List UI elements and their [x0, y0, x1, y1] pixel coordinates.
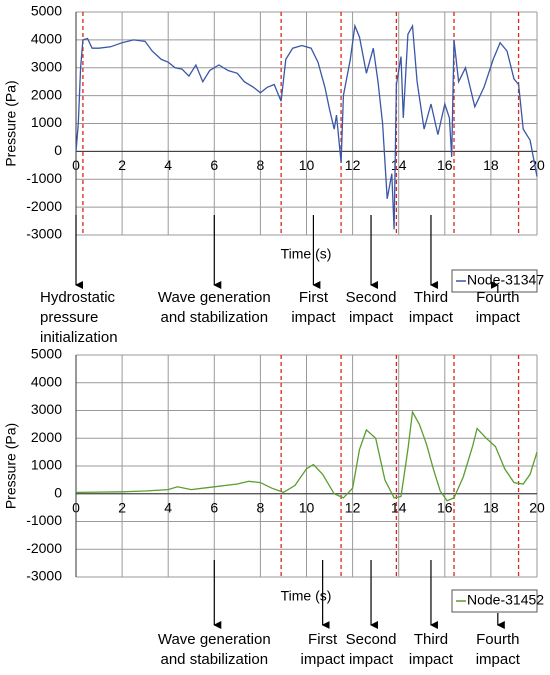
annotation-label: First [308, 631, 338, 648]
annotation-label: impact [349, 309, 394, 326]
x-tick-label: 10 [299, 157, 315, 173]
annotation-label: impact [349, 651, 394, 668]
x-tick-label: 10 [299, 499, 315, 515]
annotation-label: Second [346, 289, 397, 306]
x-tick-label: 20 [529, 157, 545, 173]
annotation-label: pressure [40, 309, 98, 326]
x-tick-label: 8 [257, 157, 265, 173]
annotation-label: Fourth [476, 289, 519, 306]
legend-label: Node-31347 [467, 272, 544, 288]
y-tick-label: 5000 [31, 3, 62, 19]
legend-box [451, 589, 538, 613]
y-tick-label: 1000 [31, 114, 62, 130]
y-tick-label: -1000 [26, 512, 62, 528]
y-tick-label: 5000 [31, 346, 62, 362]
annotation-label: impact [476, 651, 521, 668]
annotation-label: Wave generation [158, 631, 271, 648]
x-axis-label: Time (s) [281, 246, 332, 262]
y-tick-label: 3000 [31, 401, 62, 417]
x-tick-label: 12 [345, 499, 361, 515]
annotation-label: impact [476, 309, 521, 326]
annotation-label: First [299, 289, 329, 306]
legend-label: Node-31452 [467, 592, 544, 608]
annotation-label: and stabilization [161, 651, 269, 668]
y-tick-label: 1000 [31, 457, 62, 473]
y-tick-label: 3000 [31, 58, 62, 74]
legend: Node-31452 [451, 589, 544, 613]
x-tick-label: 6 [210, 157, 218, 173]
y-tick-label: 0 [54, 142, 62, 158]
x-tick-label: 12 [345, 157, 361, 173]
annotation-label: impact [291, 309, 336, 326]
annotation-label: initialization [40, 329, 118, 346]
x-tick-label: 6 [210, 499, 218, 515]
x-axis-label: Time (s) [281, 588, 332, 604]
x-tick-label: 2 [118, 499, 126, 515]
annotation-label: and stabilization [161, 309, 269, 326]
annotation-label: Wave generation [158, 289, 271, 306]
y-tick-label: 2000 [31, 429, 62, 445]
x-tick-label: 20 [529, 499, 545, 515]
annotation-label: Third [414, 289, 448, 306]
y-tick-label: 2000 [31, 86, 62, 102]
x-tick-label: 18 [483, 157, 499, 173]
x-tick-label: 2 [118, 157, 126, 173]
x-tick-label: 18 [483, 499, 499, 515]
y-tick-label: -3000 [26, 226, 62, 242]
data-line [75, 23, 538, 230]
annotation-label: Second [346, 631, 397, 648]
y-tick-label: -2000 [26, 540, 62, 556]
y-tick-label: -3000 [26, 568, 62, 584]
annotation-label: Fourth [476, 631, 519, 648]
x-tick-label: 14 [391, 157, 407, 173]
annotation-label: impact [409, 651, 454, 668]
annotation-label: Third [414, 631, 448, 648]
y-axis-label: Pressure (Pa) [3, 80, 19, 166]
x-tick-label: 16 [437, 499, 453, 515]
x-tick-label: 8 [257, 499, 265, 515]
annotation-label: impact [409, 309, 454, 326]
y-axis-label: Pressure (Pa) [3, 423, 19, 509]
annotation-label: impact [301, 651, 346, 668]
data-line [75, 409, 538, 502]
y-tick-label: 4000 [31, 373, 62, 389]
y-tick-label: 0 [54, 484, 62, 500]
y-tick-label: -1000 [26, 170, 62, 186]
annotation-label: Hydrostatic [40, 289, 116, 306]
y-tick-label: 4000 [31, 31, 62, 47]
x-tick-label: 4 [164, 157, 172, 173]
y-tick-label: -2000 [26, 198, 62, 214]
x-tick-label: 14 [391, 499, 407, 515]
x-tick-label: 4 [164, 499, 172, 515]
x-tick-label: 16 [437, 157, 453, 173]
